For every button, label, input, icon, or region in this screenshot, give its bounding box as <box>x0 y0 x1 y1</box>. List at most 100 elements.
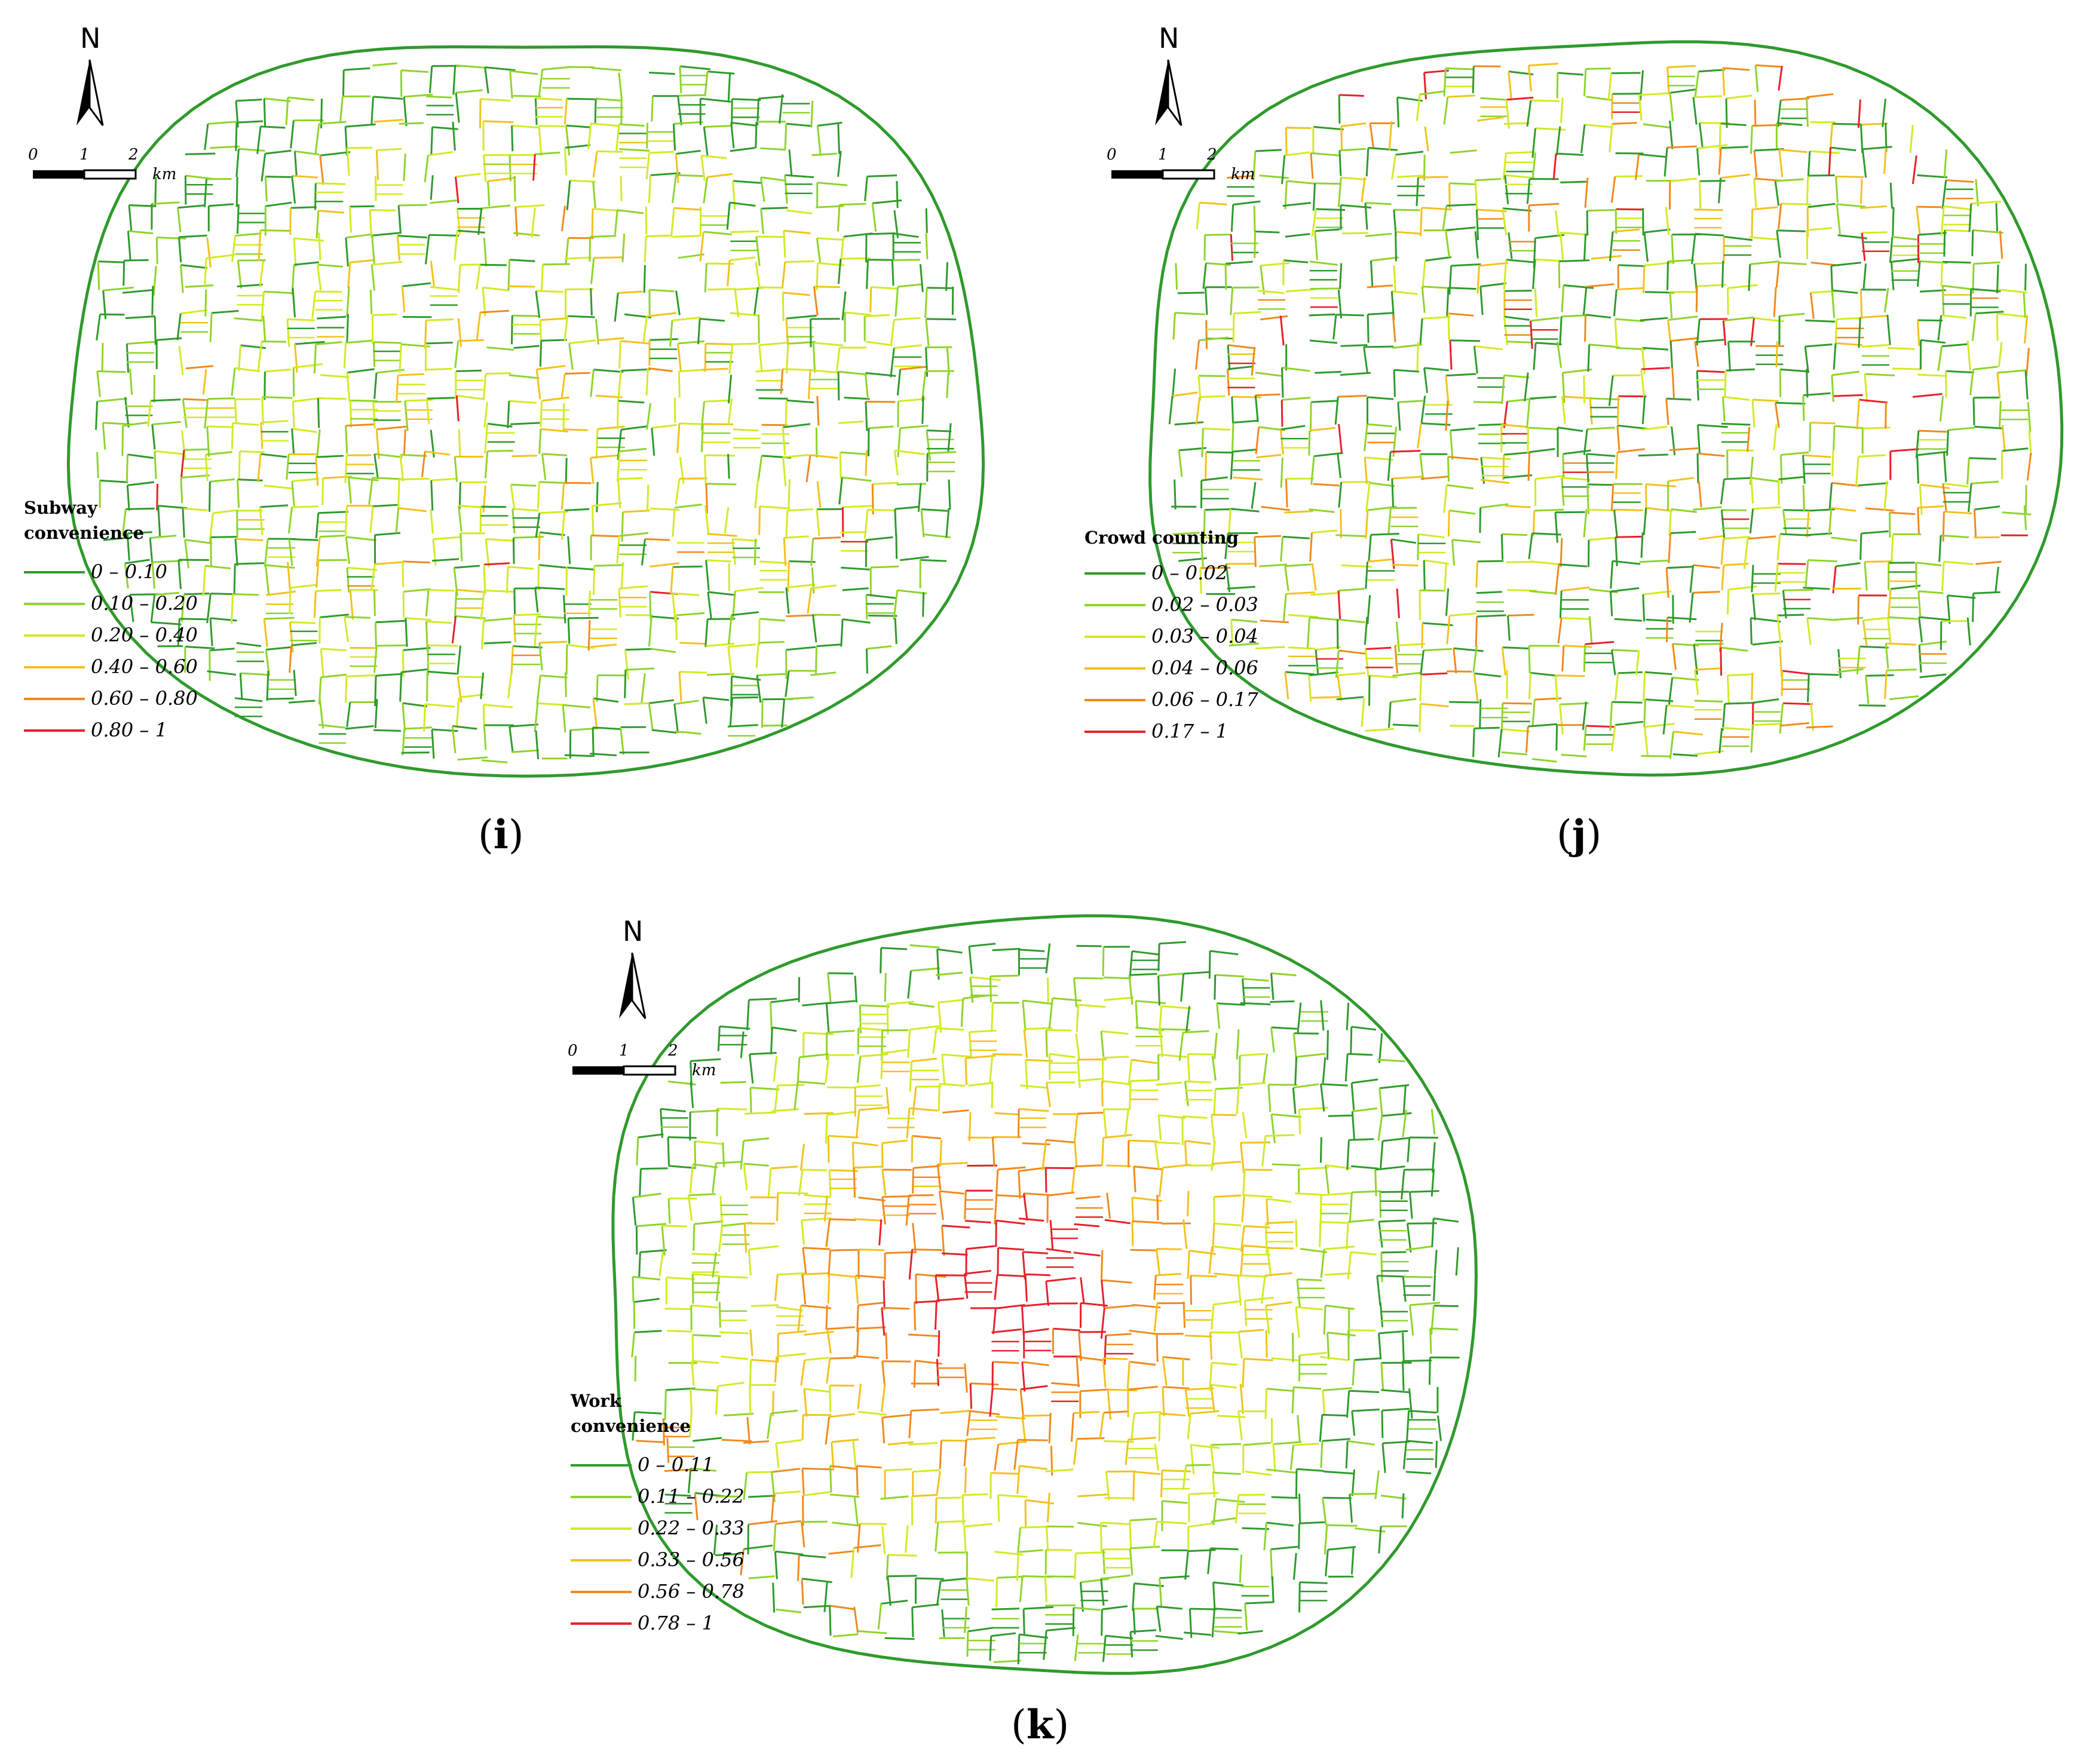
road-segment <box>1341 232 1369 235</box>
road-segment <box>785 587 790 614</box>
road-segment <box>816 481 822 508</box>
road-segment <box>743 1162 769 1167</box>
road-segment <box>1171 368 1177 398</box>
road-segment <box>1376 1275 1381 1306</box>
road-segment <box>1557 341 1563 368</box>
road-segment <box>783 231 786 258</box>
road-segment <box>880 1053 884 1079</box>
road-segment <box>1694 262 1725 265</box>
road-segment <box>1016 1465 1021 1495</box>
road-segment <box>1433 1250 1438 1275</box>
road-segment <box>1243 1358 1273 1361</box>
road-segment <box>1446 287 1450 317</box>
road-segment <box>1580 124 1586 154</box>
panel-label-i: (i) <box>478 811 524 858</box>
road-segment <box>828 972 854 975</box>
road-segment <box>772 1582 776 1613</box>
road-segment <box>424 155 429 183</box>
road-segment <box>317 263 344 268</box>
road-segment <box>264 484 293 490</box>
road-segment <box>1238 1329 1264 1333</box>
road-segment <box>347 262 351 289</box>
road-segment <box>679 66 682 94</box>
road-segment <box>815 427 818 458</box>
road-segment <box>829 1384 854 1387</box>
road-segment <box>1319 1415 1324 1442</box>
road-segment <box>1130 1629 1157 1633</box>
road-segment <box>538 429 542 455</box>
road-segment <box>1351 1469 1356 1496</box>
road-segment <box>1753 178 1757 208</box>
road-segment <box>1172 312 1176 340</box>
road-segment <box>1445 588 1450 616</box>
road-segment <box>1696 284 1726 287</box>
road-segment <box>1668 509 1672 536</box>
road-segment <box>399 455 405 481</box>
road-segment <box>564 672 567 697</box>
road-segment <box>994 1659 1021 1663</box>
scale-tick-0: 0 <box>568 1042 578 1060</box>
road-segment <box>1695 667 1721 671</box>
road-segment <box>694 1140 724 1145</box>
road-segment <box>376 425 408 431</box>
road-segment <box>1228 508 1231 535</box>
road-segment <box>1806 93 1834 99</box>
road-segment <box>2001 425 2006 451</box>
road-segment <box>1282 366 1310 372</box>
road-segment <box>703 697 730 701</box>
road-segment <box>428 589 455 592</box>
legend-i: Subway convenience 0 – 0.100.10 – 0.200.… <box>24 498 198 741</box>
road-segment <box>1671 508 1697 513</box>
road-segment <box>1312 529 1338 534</box>
road-segment <box>1943 560 1974 565</box>
road-segment <box>1104 996 1134 1001</box>
road-segment <box>618 72 623 99</box>
road-segment <box>291 428 295 455</box>
road-segment <box>1591 254 1622 260</box>
road-network-j <box>1148 40 2064 777</box>
road-segment <box>727 724 758 728</box>
road-segment <box>743 1440 770 1444</box>
road-segment <box>1309 260 1338 266</box>
road-segment <box>1940 206 1945 237</box>
road-segment <box>1558 261 1561 289</box>
road-segment <box>1354 1357 1381 1361</box>
road-segment <box>1280 425 1306 431</box>
road-segment <box>1245 1601 1275 1605</box>
road-segment <box>691 1360 719 1364</box>
road-segment <box>828 1550 853 1555</box>
road-segment <box>865 401 868 431</box>
road-segment <box>1609 702 1613 731</box>
road-segment <box>1285 563 1313 567</box>
road-segment <box>346 702 351 728</box>
road-segment <box>1557 618 1563 644</box>
road-segment <box>936 1581 942 1606</box>
road-segment <box>690 1305 693 1330</box>
road-segment <box>1335 534 1365 538</box>
road-segment <box>706 673 735 676</box>
road-segment <box>1919 289 1946 293</box>
road-segment <box>487 181 491 207</box>
road-segment <box>513 232 540 237</box>
road-segment <box>1535 127 1566 131</box>
road-segment <box>1422 316 1451 320</box>
road-segment <box>292 428 317 433</box>
road-segment <box>1187 1250 1190 1280</box>
road-segment <box>451 616 457 644</box>
road-segment <box>1806 510 1810 538</box>
road-segment <box>594 99 597 124</box>
road-segment <box>1583 69 1587 97</box>
legend-label-4: 0.56 – 0.78 <box>638 1580 745 1603</box>
road-segment <box>403 588 431 593</box>
road-segment <box>992 1388 1018 1391</box>
road-segment <box>773 1056 778 1082</box>
road-segment <box>483 617 513 622</box>
road-segment <box>1969 457 1997 460</box>
road-segment <box>182 508 208 511</box>
road-segment <box>970 976 1001 981</box>
road-segment <box>1588 616 1593 645</box>
road-segment <box>767 1168 772 1197</box>
road-segment <box>1555 564 1560 595</box>
road-segment <box>1669 731 1674 759</box>
road-segment <box>1531 152 1537 179</box>
